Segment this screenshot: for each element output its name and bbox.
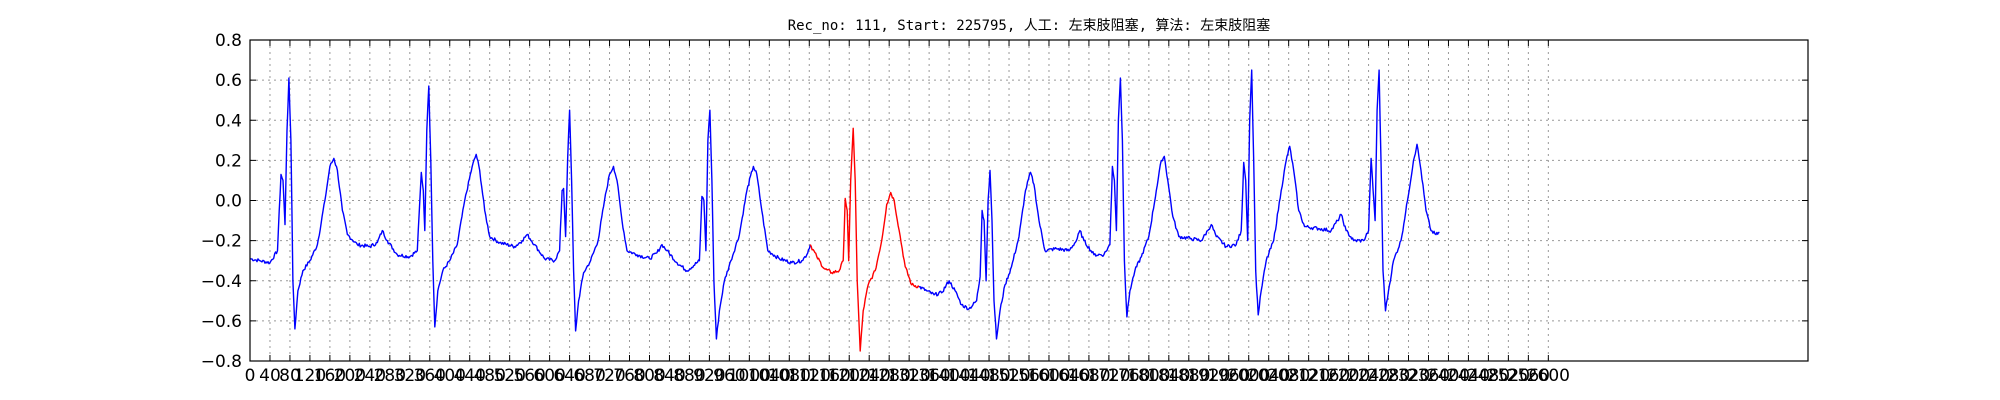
y-tick-label: 0.4 bbox=[215, 111, 242, 131]
ecg-series-0 bbox=[250, 78, 810, 339]
y-tick-label: −0.2 bbox=[201, 232, 242, 252]
y-tick-label: 0.8 bbox=[215, 31, 242, 51]
ecg-series-2 bbox=[919, 70, 1439, 339]
x-tick-label: 0 bbox=[245, 366, 256, 386]
x-tick-label: 2600 bbox=[1527, 366, 1570, 386]
y-tick-label: 0.6 bbox=[215, 71, 242, 91]
chart-title: Rec_no: 111, Start: 225795, 人工: 左束肢阻塞, 算… bbox=[788, 17, 1271, 34]
y-tick-label: 0.2 bbox=[215, 151, 242, 171]
y-tick-label: 0.0 bbox=[215, 192, 242, 212]
series-lines bbox=[250, 70, 1440, 351]
x-axis-ticks: 0 408012016020024028032036040044048052056… bbox=[245, 40, 1570, 386]
y-tick-label: −0.8 bbox=[201, 352, 242, 372]
y-tick-label: −0.6 bbox=[201, 312, 242, 332]
y-tick-label: −0.4 bbox=[201, 272, 242, 292]
x-tick-label: 40 bbox=[259, 366, 281, 386]
ecg-series-1 bbox=[810, 128, 919, 351]
y-axis-ticks: −0.8 −0.6 −0.4 −0.2 0.0 0.2 0.4 0.6 0.8 bbox=[201, 31, 1808, 372]
